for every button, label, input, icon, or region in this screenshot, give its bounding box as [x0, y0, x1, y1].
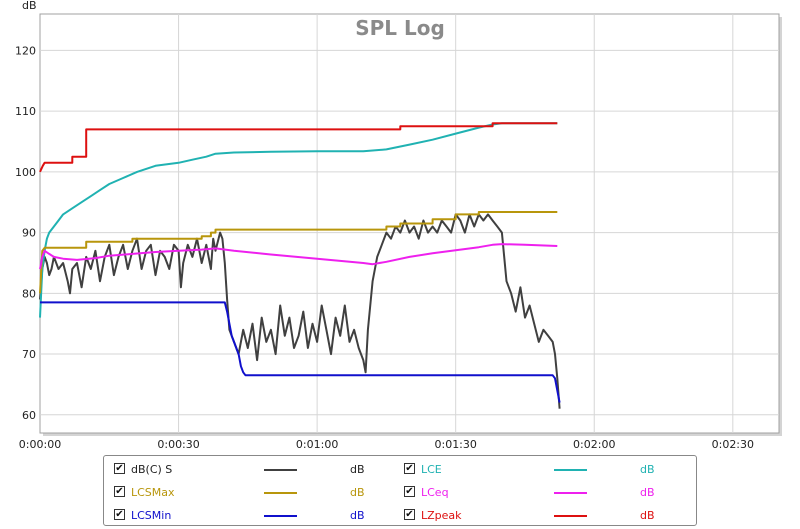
- legend-unit: dB: [350, 463, 365, 476]
- y-tick-label: 120: [15, 44, 36, 57]
- legend-unit: dB: [640, 486, 655, 499]
- legend-item-lcsmax: ✔ LCSMax dB: [114, 482, 394, 504]
- y-tick-label: 100: [15, 166, 36, 179]
- series-line-lcsmax: [39, 211, 558, 294]
- y-unit-label: dB: [22, 0, 37, 12]
- y-tick-label: 110: [15, 105, 36, 118]
- legend-checkbox-lceq[interactable]: ✔: [404, 486, 415, 497]
- x-tick-label: 0:00:30: [157, 438, 199, 451]
- legend: ✔ dB(C) S dB ✔ LCE dB ✔ LCSMax dB ✔ LCeq dB ✔ LCSMin d…: [103, 455, 697, 526]
- legend-label: LCE: [421, 463, 442, 476]
- legend-item-lce: ✔ LCE dB: [404, 459, 684, 481]
- x-tick-label: 0:02:30: [712, 438, 754, 451]
- x-tick-label: 0:00:00: [19, 438, 61, 451]
- series-line-lcsmin: [40, 301, 561, 403]
- legend-checkbox-lce[interactable]: ✔: [404, 463, 415, 474]
- legend-item-lcsmin: ✔ LCSMin dB: [114, 505, 394, 527]
- x-axis: 0:00:00 0:00:30 0:01:00 0:01:30 0:02:00 0:02:…: [19, 438, 754, 451]
- legend-item-lzpeak: ✔ LZpeak dB: [404, 505, 684, 527]
- y-tick-label: 90: [22, 227, 36, 240]
- series-line-lzpeak: [39, 122, 558, 173]
- legend-swatch: [554, 469, 587, 471]
- legend-checkbox-lcsmax[interactable]: ✔: [114, 486, 125, 497]
- legend-swatch: [554, 492, 587, 494]
- legend-label: LCSMax: [131, 486, 175, 499]
- series-line-lceq: [39, 243, 558, 270]
- legend-checkbox-db-c-s[interactable]: ✔: [114, 463, 125, 474]
- legend-checkbox-lzpeak[interactable]: ✔: [404, 509, 415, 520]
- legend-label: LCSMin: [131, 509, 172, 522]
- legend-unit: dB: [640, 509, 655, 522]
- chart-grid: [40, 14, 779, 433]
- y-tick-label: 80: [22, 287, 36, 300]
- y-tick-label: 60: [22, 409, 36, 422]
- legend-unit: dB: [640, 463, 655, 476]
- x-tick-label: 0:02:00: [573, 438, 615, 451]
- legend-swatch: [554, 515, 587, 517]
- series-layer: [39, 122, 561, 409]
- y-axis: 60 70 80 90 100 110 120: [15, 44, 36, 421]
- legend-swatch: [264, 469, 297, 471]
- legend-checkbox-lcsmin[interactable]: ✔: [114, 509, 125, 520]
- legend-label: dB(C) S: [131, 463, 173, 476]
- series-line-db-c-s: [39, 213, 561, 409]
- legend-item-lceq: ✔ LCeq dB: [404, 482, 684, 504]
- legend-label: LCeq: [421, 486, 449, 499]
- x-tick-label: 0:01:30: [434, 438, 476, 451]
- legend-swatch: [264, 515, 297, 517]
- x-tick-label: 0:01:00: [296, 438, 338, 451]
- series-line-lce: [39, 122, 558, 318]
- legend-swatch: [264, 492, 297, 494]
- legend-label: LZpeak: [421, 509, 462, 522]
- legend-unit: dB: [350, 509, 365, 522]
- legend-item-db-c-s: ✔ dB(C) S dB: [114, 459, 394, 481]
- chart-title: SPL Log: [355, 16, 445, 40]
- legend-unit: dB: [350, 486, 365, 499]
- y-tick-label: 70: [22, 348, 36, 361]
